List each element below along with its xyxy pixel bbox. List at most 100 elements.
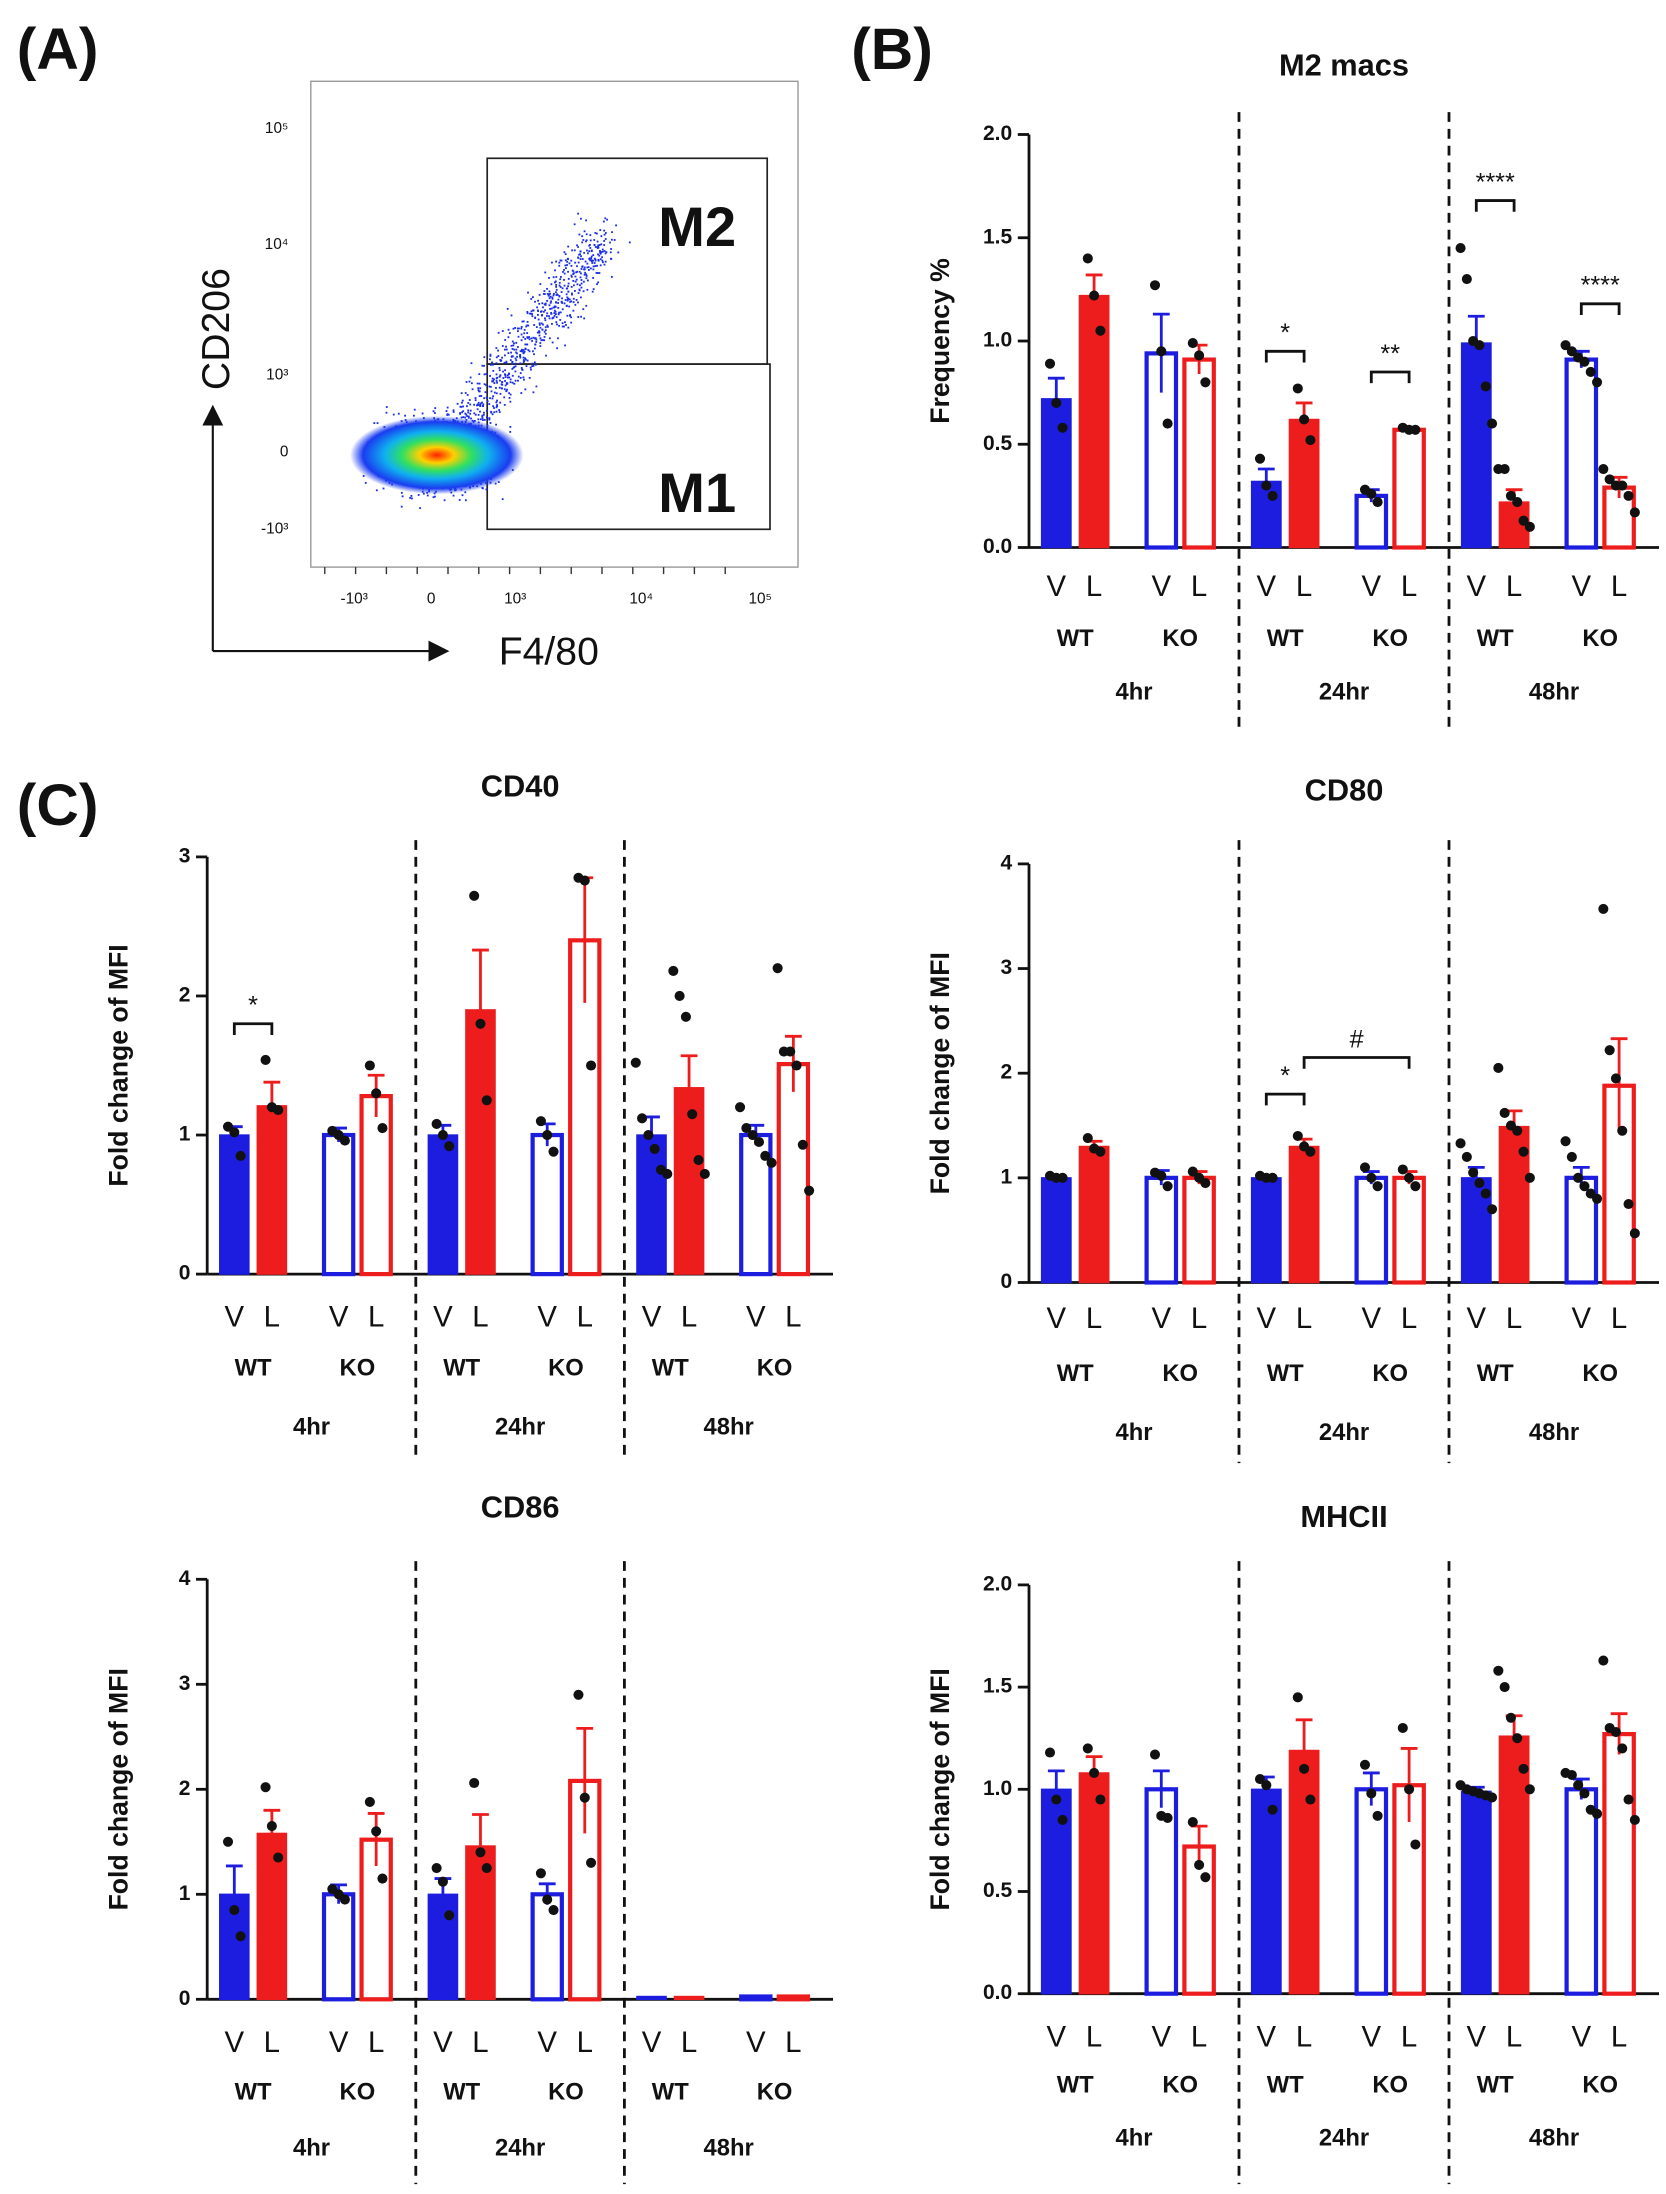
event-dot bbox=[553, 309, 556, 312]
bar bbox=[256, 1105, 288, 1275]
event-dot bbox=[599, 250, 601, 252]
event-dot bbox=[501, 345, 504, 347]
event-dot bbox=[476, 408, 479, 411]
event-dot bbox=[461, 411, 463, 414]
data-point bbox=[1051, 1794, 1062, 1805]
event-dot bbox=[509, 393, 512, 396]
data-point bbox=[1267, 1804, 1278, 1815]
event-dot bbox=[514, 357, 517, 360]
event-dot bbox=[501, 381, 504, 383]
event-dot bbox=[477, 413, 480, 416]
event-dot bbox=[520, 367, 523, 369]
event-dot bbox=[524, 348, 527, 350]
event-dot bbox=[404, 414, 406, 417]
event-dot bbox=[434, 412, 436, 414]
event-dot bbox=[578, 233, 581, 236]
event-dot bbox=[400, 491, 403, 494]
event-dot bbox=[543, 335, 546, 338]
event-dot bbox=[571, 249, 574, 252]
bar bbox=[1078, 294, 1110, 549]
data-point bbox=[741, 1123, 752, 1134]
event-dot bbox=[413, 414, 415, 417]
event-dot bbox=[566, 260, 569, 263]
event-dot bbox=[559, 278, 562, 281]
event-dot bbox=[524, 338, 527, 340]
event-dot bbox=[546, 325, 549, 328]
event-dot bbox=[421, 412, 424, 415]
x-tick-label: V bbox=[1046, 570, 1066, 603]
data-point bbox=[1623, 490, 1634, 501]
event-dot bbox=[496, 405, 498, 407]
event-dot bbox=[400, 505, 403, 508]
x-tick-label: V bbox=[537, 1301, 557, 1334]
event-dot bbox=[489, 397, 491, 400]
data-point bbox=[1044, 1747, 1056, 1758]
x-tick-label: V bbox=[1256, 2020, 1276, 2053]
event-dot bbox=[602, 220, 605, 223]
x-tick-label: L bbox=[1086, 570, 1102, 603]
x-tick-label: 0 bbox=[427, 590, 436, 607]
event-dot bbox=[513, 382, 516, 385]
event-dot bbox=[553, 312, 556, 314]
x-tick-label: V bbox=[746, 1301, 766, 1334]
data-point bbox=[1156, 1170, 1167, 1181]
y-axis-label: Frequency % bbox=[925, 258, 955, 424]
data-point bbox=[260, 1054, 271, 1065]
event-dot bbox=[476, 403, 479, 406]
event-dot bbox=[575, 278, 578, 281]
bar bbox=[1182, 357, 1216, 550]
group-label: KO bbox=[1162, 1360, 1198, 1387]
event-dot bbox=[491, 361, 493, 364]
event-dot bbox=[541, 328, 544, 331]
event-dot bbox=[522, 356, 525, 359]
event-dot bbox=[493, 378, 495, 381]
event-dot bbox=[504, 369, 506, 372]
data-point bbox=[1566, 346, 1577, 357]
event-dot bbox=[585, 275, 588, 277]
event-dot bbox=[602, 261, 604, 264]
event-dot bbox=[565, 324, 567, 326]
data-point bbox=[469, 890, 480, 901]
event-dot bbox=[572, 279, 575, 282]
event-dot bbox=[468, 399, 471, 401]
x-tick-label: L bbox=[1191, 570, 1207, 603]
group-label: KO bbox=[548, 1355, 584, 1382]
data-point bbox=[1057, 1814, 1068, 1825]
event-dot bbox=[385, 406, 388, 408]
event-dot bbox=[499, 360, 502, 362]
data-point bbox=[1592, 1193, 1603, 1204]
event-dot bbox=[523, 328, 526, 331]
event-dot bbox=[555, 276, 558, 278]
event-dot bbox=[495, 356, 498, 359]
event-dot bbox=[563, 302, 566, 305]
bar bbox=[1144, 1175, 1179, 1285]
group-label: KO bbox=[1162, 625, 1198, 652]
x-tick-label: V bbox=[1361, 2020, 1381, 2053]
y-tick-label: 2.0 bbox=[983, 1572, 1012, 1595]
event-dot bbox=[585, 240, 587, 243]
data-point bbox=[586, 1060, 597, 1071]
group-label: WT bbox=[443, 2078, 480, 2105]
event-dot bbox=[504, 373, 506, 376]
event-dot bbox=[589, 267, 592, 270]
x-tick-label: V bbox=[329, 2026, 349, 2059]
data-point bbox=[1598, 903, 1609, 914]
event-dot bbox=[499, 379, 501, 382]
event-dot bbox=[483, 411, 485, 414]
event-dot bbox=[541, 339, 544, 341]
event-dot bbox=[551, 341, 554, 344]
event-dot bbox=[434, 407, 437, 410]
event-dot bbox=[480, 395, 483, 397]
event-dot bbox=[458, 499, 461, 501]
data-point bbox=[469, 1777, 480, 1789]
event-dot bbox=[522, 361, 525, 364]
data-point bbox=[1051, 397, 1062, 408]
event-dot bbox=[490, 363, 492, 366]
event-dot bbox=[554, 291, 557, 294]
y-tick-label: 10⁵ bbox=[265, 120, 289, 137]
event-dot bbox=[483, 397, 486, 400]
data-point bbox=[1200, 377, 1211, 388]
event-dot bbox=[543, 293, 546, 295]
event-dot bbox=[560, 259, 563, 262]
